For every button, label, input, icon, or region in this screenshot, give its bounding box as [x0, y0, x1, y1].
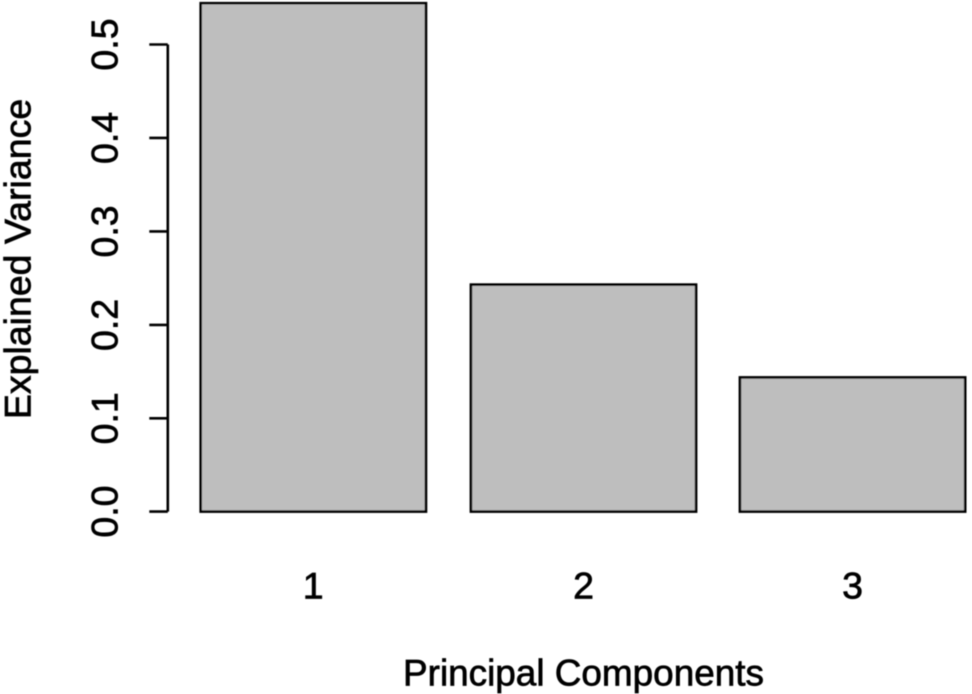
svg-text:2: 2: [573, 565, 594, 607]
svg-text:3: 3: [842, 565, 863, 607]
svg-text:0.5: 0.5: [84, 18, 126, 70]
svg-text:0.2: 0.2: [84, 299, 126, 351]
svg-text:0.1: 0.1: [84, 392, 126, 444]
svg-text:Principal Components: Principal Components: [403, 653, 764, 694]
svg-text:1: 1: [303, 565, 324, 607]
svg-text:0.0: 0.0: [84, 486, 126, 538]
svg-text:0.3: 0.3: [84, 205, 126, 257]
svg-text:Explained Variance: Explained Variance: [0, 99, 39, 419]
svg-text:0.4: 0.4: [84, 112, 126, 164]
